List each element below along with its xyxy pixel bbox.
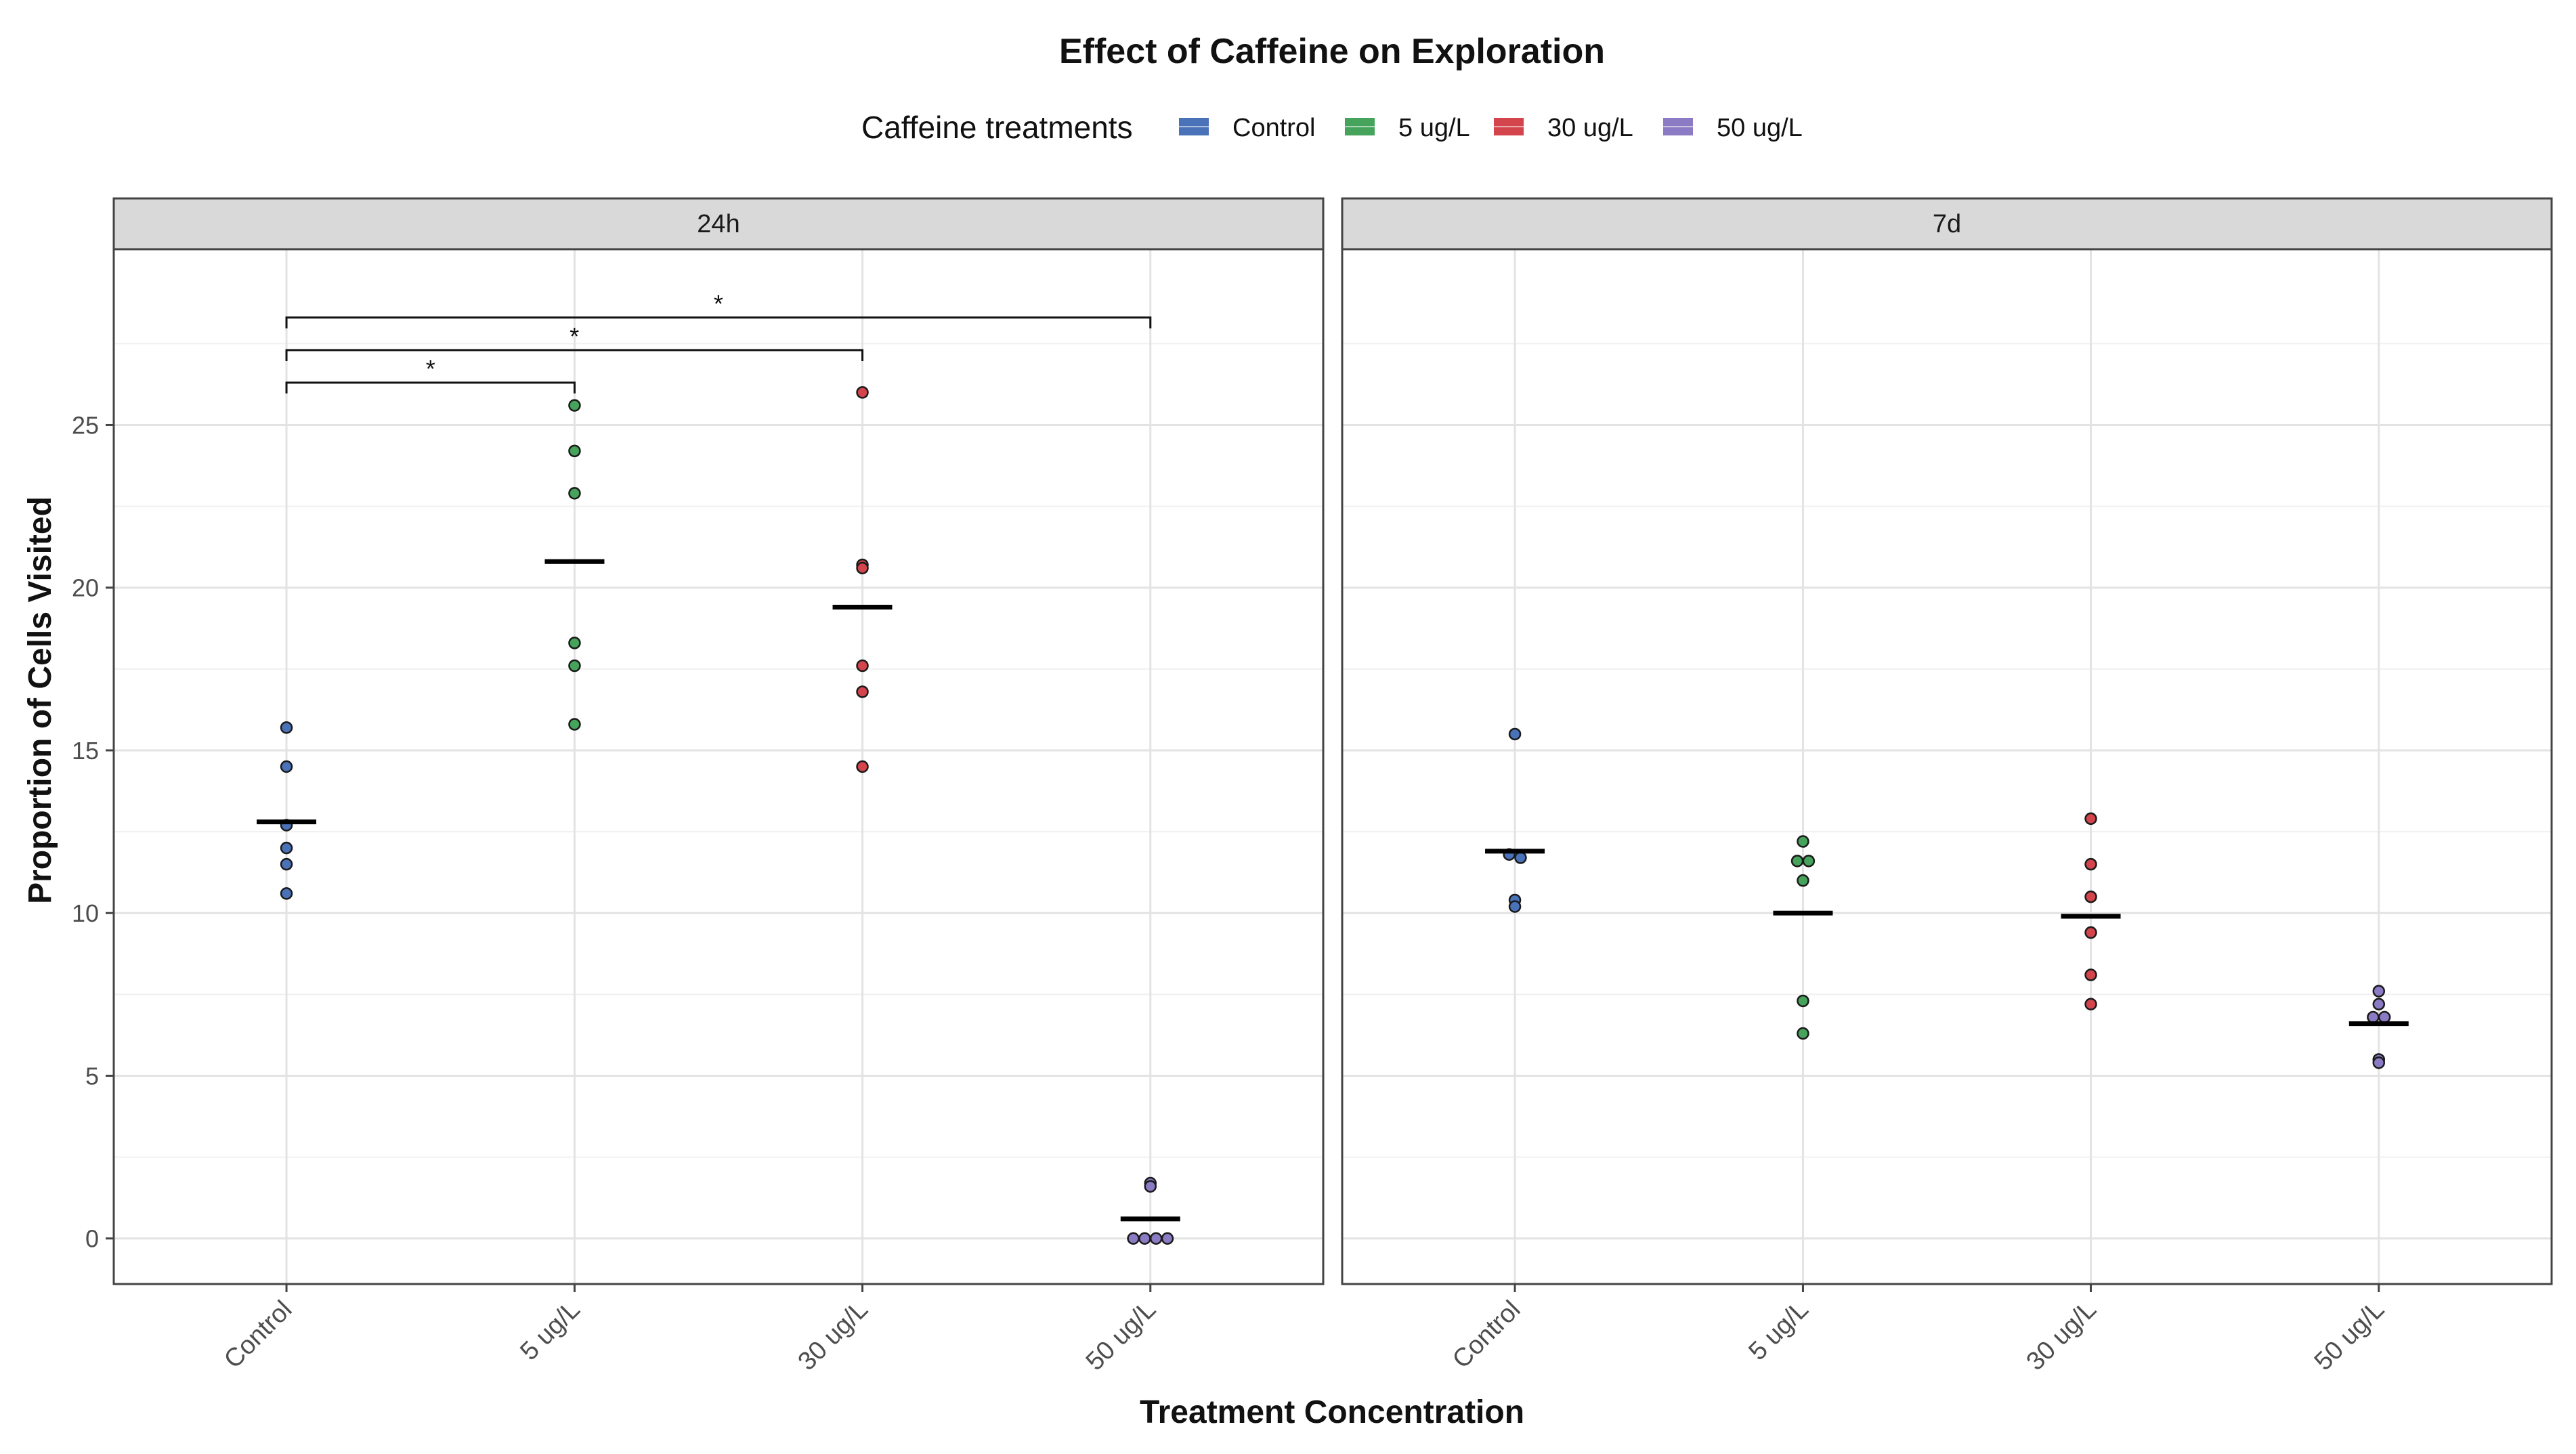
legend: Caffeine treatments Control 5 ug/L 30 ug/L 5…	[861, 110, 1803, 145]
significance-label: *	[714, 290, 723, 318]
data-point	[280, 760, 293, 773]
data-point	[856, 386, 869, 399]
data-point	[280, 887, 293, 900]
x-tick-label: 5 ug/L	[515, 1296, 585, 1366]
facet-strip	[1341, 197, 2553, 251]
data-point	[280, 841, 293, 855]
data-point	[568, 444, 581, 458]
data-point	[2372, 998, 2386, 1011]
data-point	[856, 659, 869, 672]
data-point	[2084, 968, 2097, 981]
data-point	[1797, 874, 1809, 887]
data-point	[2372, 1056, 2386, 1069]
y-tick-label: 5	[85, 1062, 99, 1090]
x-tick-label: 50 ug/L	[2309, 1296, 2390, 1376]
data-point	[2084, 926, 2097, 939]
y-tick-label: 25	[72, 411, 99, 439]
significance-bracket: *	[285, 290, 1152, 328]
data-point	[856, 760, 869, 773]
data-point	[1514, 851, 1527, 864]
data-point	[2084, 812, 2097, 826]
legend-label-control: Control	[1232, 114, 1316, 142]
group-5-ug-l	[1773, 835, 1833, 1040]
panel-background	[114, 249, 1323, 1284]
group-30-ug-l	[2061, 812, 2121, 1011]
data-point	[856, 685, 869, 698]
facet-panels: 24h 0 5 10 15 20 25 Control 5 ug/L 30 ug/L 50 ug/L…	[72, 197, 2553, 1376]
group-control	[1485, 727, 1545, 913]
facet-strip-label: 24h	[697, 210, 739, 238]
data-point	[1797, 994, 1809, 1008]
data-point	[2084, 998, 2097, 1011]
y-axis-title: Proportion of Cells Visited	[22, 496, 58, 904]
data-point	[2378, 1010, 2391, 1024]
data-point	[568, 718, 581, 731]
facet-strip-label: 7d	[1933, 210, 1961, 238]
y-tick-label: 10	[72, 899, 99, 927]
data-point	[1790, 855, 1804, 868]
data-point	[568, 659, 581, 672]
facet-panel-7d: 7d Control 5 ug/L 30 ug/L 50 ug/L	[1341, 197, 2553, 1376]
significance-bracket: *	[285, 355, 576, 394]
legend-title: Caffeine treatments	[861, 110, 1133, 145]
facet-strip	[112, 197, 1325, 251]
facet-panel-24h: 24h 0 5 10 15 20 25 Control 5 ug/L 30 ug/L 50 ug/L…	[72, 197, 1325, 1376]
group-50-ug-l	[2348, 985, 2409, 1069]
data-point	[1797, 1027, 1809, 1040]
data-point	[568, 637, 581, 649]
legend-label-5-ug-l: 5 ug/L	[1398, 114, 1470, 142]
chart-title: Effect of Caffeine on Exploration	[1059, 32, 1605, 71]
legend-label-30-ug-l: 30 ug/L	[1547, 114, 1633, 142]
significance-bracket-line	[285, 381, 576, 394]
group-30-ug-l	[832, 386, 893, 773]
x-tick-label: 50 ug/L	[1081, 1296, 1161, 1376]
y-tick-label: 0	[85, 1225, 99, 1253]
significance-bracket-line	[285, 349, 864, 361]
x-tick-label: Control	[219, 1296, 297, 1374]
data-point	[568, 399, 581, 412]
data-point	[2372, 985, 2386, 998]
group-50-ug-l	[1120, 1176, 1180, 1245]
group-5-ug-l	[544, 399, 605, 731]
x-tick-label: 5 ug/L	[1743, 1296, 1813, 1366]
x-tick-label: Control	[1447, 1296, 1526, 1374]
data-point	[1144, 1180, 1157, 1193]
data-point	[1802, 855, 1816, 868]
y-tick-label: 15	[72, 737, 99, 765]
data-point	[856, 561, 869, 575]
significance-bracket-line	[285, 316, 1152, 328]
data-point	[2084, 857, 2097, 871]
data-point	[1161, 1232, 1174, 1245]
x-tick-label: 30 ug/L	[2021, 1296, 2102, 1376]
panel-background	[1342, 249, 2552, 1284]
significance-label: *	[570, 322, 579, 350]
data-point	[1508, 727, 1522, 741]
significance-label: *	[426, 355, 435, 383]
data-point	[1138, 1232, 1151, 1245]
data-point	[1797, 835, 1809, 848]
data-point	[568, 487, 581, 500]
data-point	[1508, 900, 1522, 913]
data-point	[2367, 1010, 2380, 1024]
data-point	[280, 721, 293, 734]
x-tick-label: 30 ug/L	[793, 1296, 874, 1376]
y-tick-label: 20	[72, 574, 99, 602]
group-control	[257, 721, 317, 900]
data-point	[280, 857, 293, 871]
legend-label-50-ug-l: 50 ug/L	[1717, 114, 1803, 142]
x-axis-title: Treatment Concentration	[1140, 1394, 1524, 1430]
data-point	[1127, 1232, 1140, 1245]
data-point	[1149, 1232, 1163, 1245]
data-point	[2084, 890, 2097, 903]
significance-bracket: *	[285, 322, 864, 361]
